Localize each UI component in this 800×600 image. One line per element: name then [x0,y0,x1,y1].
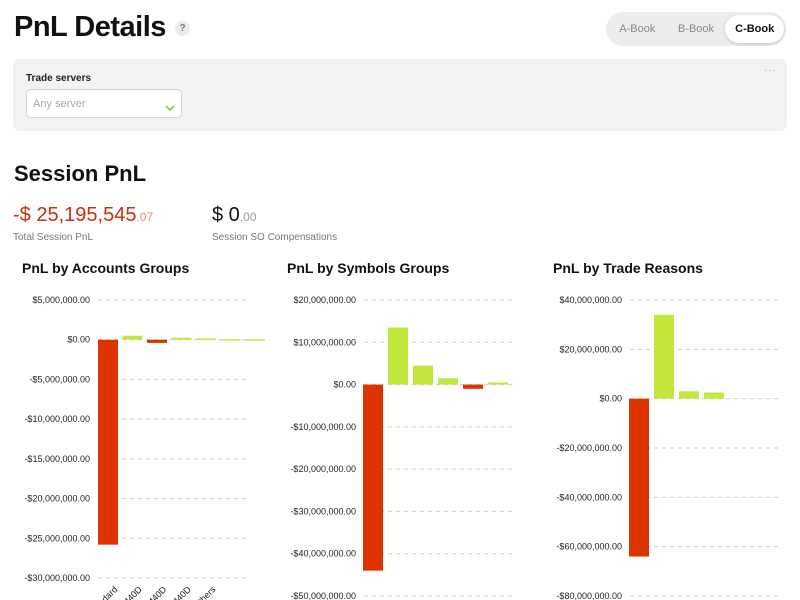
trade-servers-label: Trade servers [26,73,92,84]
y-tick-label: -$30,000,000.00 [290,506,356,516]
bar [220,339,241,341]
trade-server-select[interactable]: Any server [26,89,182,118]
bar [147,339,167,343]
total-pnl-value: -$ 25,195,545 [13,204,137,226]
y-tick-label: $40,000,000.00 [559,295,622,305]
chart-accounts-groups: $5,000,000.00 $0.00 -$5,000,000.00 -$10,000… [0,282,265,600]
page-title: PnL Details [14,11,166,43]
filter-panel: Trade servers Any server ··· [13,59,787,131]
y-tick-label: $0.00 [67,335,90,345]
section-title: Session PnL [14,161,147,186]
so-comp-cents: .00 [239,210,257,224]
total-pnl-label: Total Session PnL [13,232,94,243]
y-tick-label: $20,000,000.00 [559,344,622,354]
y-tick-label: -$60,000,000.00 [556,542,622,552]
chart-symbols-groups-svg: $20,000,000.00 $10,000,000.00 $0.00 -$10,00… [290,295,512,600]
y-tick-label: $20,000,000.00 [293,295,356,305]
y-tick-label: -$25,000,000.00 [24,533,90,543]
chart-trade-reasons: $40,000,000.00 $20,000,000.00 $0.00 -$20,00… [532,282,797,600]
total-session-pnl: -$ 25,195,545.07 Total Session PnL [13,203,153,243]
help-icon[interactable]: ? [175,21,190,36]
tab-b-book[interactable]: B-Book [677,23,715,35]
x-category-label: Others [191,584,218,600]
y-tick-label: -$40,000,000.00 [290,549,356,559]
chevron-down-icon [165,99,175,117]
so-comp-value: $ 0 [212,204,240,226]
chart-title-trade-reasons: PnL by Trade Reasons [553,260,703,276]
y-tick-label: $5,000,000.00 [32,295,90,305]
bar [245,339,265,341]
bar [488,382,508,385]
bar [363,384,383,571]
x-category-label: UM40D [140,584,169,600]
server-select-placeholder: Any server [33,98,86,110]
bar [679,391,699,399]
bar [704,392,724,399]
bar [654,314,674,399]
y-tick-label: -$40,000,000.00 [556,492,622,502]
y-tick-label: -$30,000,000.00 [24,573,90,583]
chart-title-symbols-groups: PnL by Symbols Groups [287,260,450,276]
y-tick-label: -$5,000,000.00 [29,374,90,384]
bar [196,338,216,341]
bar [413,365,433,385]
session-so-compensations: $ 0.00 Session SO Compensations [212,203,337,243]
chart-trade-reasons-svg: $40,000,000.00 $20,000,000.00 $0.00 -$20,00… [556,295,778,600]
bar [98,339,118,545]
chart-symbols-groups: $20,000,000.00 $10,000,000.00 $0.00 -$10,00… [266,282,531,600]
tab-a-book[interactable]: A-Book [619,23,656,35]
book-toggle: A-Book B-Book C-Book [606,12,786,46]
chart-title-accounts-groups: PnL by Accounts Groups [22,260,190,276]
total-pnl-cents: .07 [136,210,154,224]
bar [122,335,143,340]
tab-c-book[interactable]: C-Book [725,15,785,43]
y-tick-label: -$10,000,000.00 [24,414,90,424]
y-tick-label: -$20,000,000.00 [24,494,90,504]
y-tick-label: -$20,000,000.00 [290,464,356,474]
y-tick-label: $0.00 [333,380,356,390]
more-options-icon[interactable]: ··· [764,65,777,76]
y-tick-label: $0.00 [599,394,622,404]
bar [388,327,408,385]
y-tick-label: $10,000,000.00 [293,337,356,347]
y-tick-label: -$20,000,000.00 [556,443,622,453]
x-category-label: Standard [87,584,120,600]
so-comp-label: Session SO Compensations [212,232,338,243]
bar [438,378,458,385]
y-tick-label: -$15,000,000.00 [24,454,90,464]
bar [171,337,192,340]
y-tick-label: -$50,000,000.00 [290,591,356,600]
y-tick-label: -$80,000,000.00 [556,591,622,600]
bar [463,384,483,389]
chart-accounts-groups-svg: $5,000,000.00 $0.00 -$5,000,000.00 -$10,000… [24,295,265,600]
y-tick-label: -$10,000,000.00 [290,422,356,432]
bar [629,398,649,557]
